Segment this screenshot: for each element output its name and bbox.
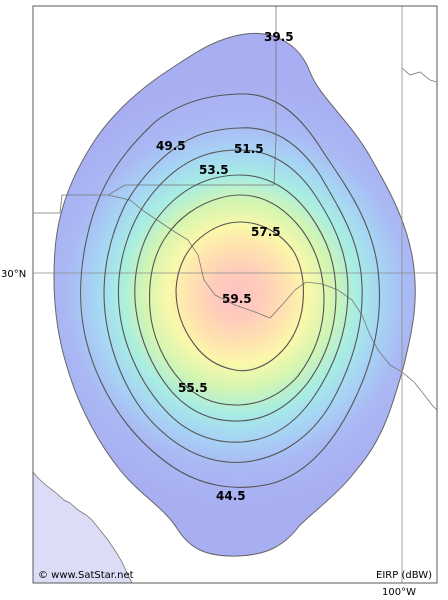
units-label: EIRP (dBW): [376, 570, 432, 581]
latitude-label: 30°N: [1, 269, 26, 280]
credit-text: © www.SatStar.net: [38, 570, 134, 581]
label-57-5: 57.5: [251, 225, 281, 239]
contour-57-5: [175, 221, 304, 372]
contour-55-5: [149, 194, 325, 406]
eirp-contours: [79, 93, 381, 488]
label-53-5: 53.5: [199, 163, 229, 177]
map-frame-border: [32, 5, 438, 584]
contour-44-5: [79, 93, 381, 488]
political-borders: [33, 6, 437, 411]
label-49-5: 49.5: [156, 139, 186, 153]
coverage-beam-outer: [53, 32, 416, 557]
contour-53-5: [134, 174, 337, 422]
label-51-5: 51.5: [234, 142, 264, 156]
contour-49-5: [103, 127, 363, 463]
label-55-5: 55.5: [178, 381, 208, 395]
label-44-5: 44.5: [216, 489, 246, 503]
longitude-label: 100°W: [382, 587, 416, 598]
label-39-5: 39.5: [264, 30, 294, 44]
contour-51-5: [117, 149, 349, 443]
ocean-area: [33, 471, 133, 583]
label-59-5: 59.5: [222, 292, 252, 306]
